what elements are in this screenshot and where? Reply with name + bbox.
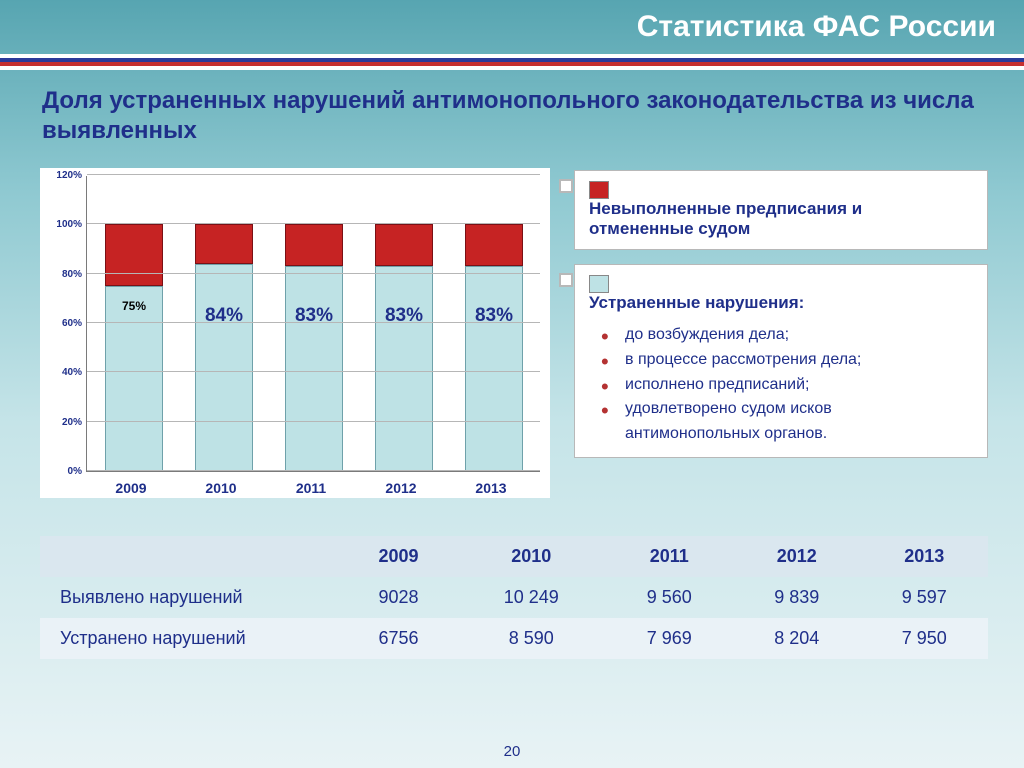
table-column-header: 2010 xyxy=(457,536,605,577)
table-cell: 8 204 xyxy=(733,618,861,659)
table-cell: 9 597 xyxy=(860,577,988,618)
bar: 83% xyxy=(285,175,343,471)
y-tick-label: 60% xyxy=(44,318,82,329)
y-tick-label: 80% xyxy=(44,269,82,280)
table-column-header: 2013 xyxy=(860,536,988,577)
legend-bullet-item: в процессе рассмотрения дела; xyxy=(619,348,963,373)
page-subtitle: Доля устраненных нарушений антимонопольн… xyxy=(42,86,982,146)
y-tick-label: 0% xyxy=(44,466,82,477)
legend-label-bottom: Устраненные нарушения: xyxy=(589,293,941,313)
bar-value-label: 84% xyxy=(195,305,253,327)
table-cell: 10 249 xyxy=(457,577,605,618)
legend-connector-icon xyxy=(559,273,573,287)
stacked-bar-chart: 75% 84% 83% 83% 83% 0% 20% 40% 60% 80% 100% 120% 20… xyxy=(40,168,550,498)
table-cell: 9 839 xyxy=(733,577,861,618)
x-tick-label: 2011 xyxy=(266,480,356,496)
x-tick-label: 2013 xyxy=(446,480,536,496)
y-tick-label: 40% xyxy=(44,367,82,378)
table-column-header xyxy=(40,536,340,577)
table-cell: 7 950 xyxy=(860,618,988,659)
bar-value-label: 83% xyxy=(375,305,433,327)
x-tick-label: 2009 xyxy=(86,480,176,496)
table-column-header: 2012 xyxy=(733,536,861,577)
legend-label-top: Невыполненные предписания и отмененные с… xyxy=(589,199,941,239)
table-row: Выявлено нарушений902810 2499 5609 8399 … xyxy=(40,577,988,618)
data-table: 20092010201120122013 Выявлено нарушений9… xyxy=(40,536,988,659)
legend-bullet-item: исполнено предписаний; xyxy=(619,373,963,398)
table-cell: 8 590 xyxy=(457,618,605,659)
page-title: Статистика ФАС России xyxy=(0,10,1024,44)
bar-value-label: 83% xyxy=(285,305,343,327)
table-row-label: Выявлено нарушений xyxy=(40,577,340,618)
table-cell: 9028 xyxy=(340,577,457,618)
table-body: Выявлено нарушений902810 2499 5609 8399 … xyxy=(40,577,988,659)
table-column-header: 2011 xyxy=(605,536,733,577)
table-cell: 9 560 xyxy=(605,577,733,618)
legend-swatch-top xyxy=(589,181,609,199)
page-number: 20 xyxy=(0,743,1024,760)
legend-bullet-item: до возбуждения дела; xyxy=(619,323,963,348)
table-header-row: 20092010201120122013 xyxy=(40,536,988,577)
y-tick-label: 20% xyxy=(44,417,82,428)
table-column-header: 2009 xyxy=(340,536,457,577)
bar: 75% xyxy=(105,175,163,471)
bar: 83% xyxy=(375,175,433,471)
chart-bars: 75% 84% 83% 83% 83% xyxy=(87,176,540,471)
legend-series-bottom: Устраненные нарушения: до возбуждения де… xyxy=(574,264,988,458)
x-tick-label: 2012 xyxy=(356,480,446,496)
bar-value-label: 75% xyxy=(105,299,163,313)
bar: 83% xyxy=(465,175,523,471)
table-cell: 6756 xyxy=(340,618,457,659)
y-tick-label: 100% xyxy=(44,219,82,230)
legend-item-list: до возбуждения дела;в процессе рассмотре… xyxy=(589,313,973,451)
legend-bullet-item: удовлетворено судом исков антимонопольны… xyxy=(619,397,963,447)
y-tick-label: 120% xyxy=(44,170,82,181)
legend-connector-icon xyxy=(559,179,573,193)
header-stripes xyxy=(0,54,1024,72)
legend-series-top: Невыполненные предписания и отмененные с… xyxy=(574,170,988,250)
table-cell: 7 969 xyxy=(605,618,733,659)
chart-plot-area: 75% 84% 83% 83% 83% xyxy=(86,176,540,472)
table-row-label: Устранено нарушений xyxy=(40,618,340,659)
x-tick-label: 2010 xyxy=(176,480,266,496)
bar: 84% xyxy=(195,175,253,471)
chart-legend: Невыполненные предписания и отмененные с… xyxy=(574,170,988,472)
bar-value-label: 83% xyxy=(465,305,523,327)
table-row: Устранено нарушений67568 5907 9698 2047 … xyxy=(40,618,988,659)
legend-swatch-bottom xyxy=(589,275,609,293)
